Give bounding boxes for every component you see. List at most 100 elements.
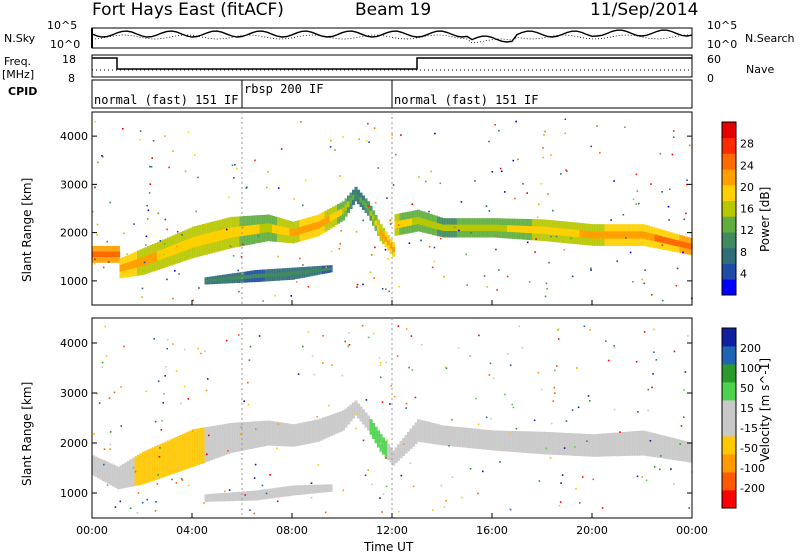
echo-cell-core bbox=[602, 231, 606, 239]
scatter-point bbox=[184, 170, 187, 173]
echo-cell bbox=[527, 431, 531, 454]
scatter-point bbox=[277, 255, 279, 258]
echo-cell-core bbox=[637, 231, 641, 239]
echo-cell bbox=[229, 423, 233, 453]
echo-cell-core bbox=[184, 240, 188, 251]
scatter-point bbox=[676, 267, 679, 270]
scatter-point bbox=[342, 489, 345, 492]
scatter-point bbox=[425, 180, 427, 183]
echo-cell-core bbox=[679, 241, 683, 248]
echo-cell-core bbox=[372, 215, 376, 221]
echo-cell bbox=[614, 432, 618, 457]
scatter-point bbox=[557, 328, 560, 330]
scatter-point bbox=[650, 183, 652, 185]
colorbar-cell bbox=[722, 472, 736, 491]
colorbar-cell bbox=[722, 232, 736, 249]
echo-cell-core bbox=[357, 194, 361, 200]
echo-cell bbox=[502, 430, 506, 452]
scatter-point bbox=[224, 490, 226, 493]
echo-cell-core bbox=[154, 252, 158, 262]
scatter-point bbox=[418, 176, 420, 178]
echo-cell-core bbox=[144, 256, 148, 265]
echo-cell-core bbox=[347, 201, 351, 208]
scatter-point bbox=[229, 244, 231, 247]
noise-search-line bbox=[91, 34, 693, 44]
scatter-point bbox=[258, 335, 261, 337]
scatter-point bbox=[671, 153, 674, 156]
noise-right-tick-high: 10^5 bbox=[707, 19, 738, 32]
echo-cell bbox=[349, 404, 353, 422]
echo-cell-core bbox=[289, 271, 293, 276]
colorbar-tick-label: -15 bbox=[740, 422, 758, 435]
echo-cell-core bbox=[274, 272, 278, 277]
scatter-point bbox=[563, 249, 566, 251]
echo-cell bbox=[317, 484, 321, 493]
echo-cell-core bbox=[554, 227, 558, 235]
scatter-point bbox=[672, 136, 675, 138]
echo-cell bbox=[247, 421, 251, 450]
echo-cell-core bbox=[497, 224, 501, 232]
echo-cell bbox=[144, 450, 148, 484]
echo-cell-core bbox=[234, 276, 238, 280]
echo-cell bbox=[577, 433, 581, 456]
scatter-point bbox=[145, 390, 147, 393]
scatter-point bbox=[101, 361, 104, 364]
scatter-point bbox=[163, 393, 165, 395]
scatter-point bbox=[686, 179, 688, 181]
echo-cell bbox=[229, 492, 233, 502]
echo-cell-core bbox=[447, 224, 451, 231]
cpid-mode-2: rbsp 200 IF bbox=[244, 82, 324, 96]
scatter-point bbox=[673, 483, 675, 485]
echo-cell-core bbox=[149, 254, 153, 264]
scatter-point bbox=[491, 171, 494, 173]
scatter-point bbox=[506, 275, 509, 278]
echo-cell-core bbox=[247, 225, 251, 236]
echo-cell-core bbox=[259, 273, 263, 278]
echo-cell bbox=[224, 423, 228, 455]
scatter-point bbox=[340, 229, 343, 232]
echo-cell-core bbox=[152, 253, 156, 263]
echo-cell-core bbox=[369, 210, 373, 216]
echo-cell bbox=[164, 441, 168, 477]
echo-cell-core bbox=[119, 264, 123, 272]
scatter-point bbox=[688, 507, 690, 509]
scatter-point bbox=[564, 118, 567, 120]
echo-cell bbox=[319, 484, 323, 493]
scatter-point bbox=[165, 366, 167, 368]
scatter-point bbox=[240, 426, 243, 428]
scatter-point bbox=[534, 251, 536, 253]
echo-cell-core bbox=[559, 228, 563, 236]
echo-cell-core bbox=[419, 217, 423, 225]
scatter-point bbox=[109, 443, 112, 446]
echo-cell bbox=[132, 457, 136, 487]
echo-cell bbox=[232, 492, 236, 502]
echo-cell-core bbox=[92, 251, 96, 258]
scatter-point bbox=[411, 203, 414, 205]
scatter-point bbox=[103, 463, 105, 466]
echo-cell-core bbox=[442, 224, 446, 231]
scatter-point bbox=[255, 428, 257, 430]
scatter-point bbox=[537, 371, 540, 374]
echo-cell bbox=[119, 465, 123, 489]
scatter-point bbox=[644, 269, 646, 271]
colorbar-cell bbox=[722, 418, 736, 437]
scatter-point bbox=[96, 223, 99, 226]
echo-cell bbox=[339, 411, 343, 432]
scatter-point bbox=[324, 511, 327, 514]
echo-cell-core bbox=[224, 277, 228, 281]
echo-cell-core bbox=[409, 218, 413, 226]
echo-cell bbox=[227, 423, 231, 454]
echo-cell bbox=[232, 422, 236, 453]
echo-cell-core bbox=[334, 211, 338, 219]
echo-cell bbox=[364, 412, 368, 428]
echo-cell-core bbox=[632, 231, 636, 239]
echo-cell bbox=[272, 488, 276, 499]
scatter-point bbox=[156, 483, 159, 485]
scatter-point bbox=[161, 420, 163, 422]
echo-cell bbox=[97, 457, 101, 479]
echo-cell-core bbox=[467, 224, 471, 231]
echo-cell-core bbox=[504, 225, 508, 232]
echo-cell-core bbox=[242, 226, 246, 236]
scatter-point bbox=[495, 248, 497, 251]
